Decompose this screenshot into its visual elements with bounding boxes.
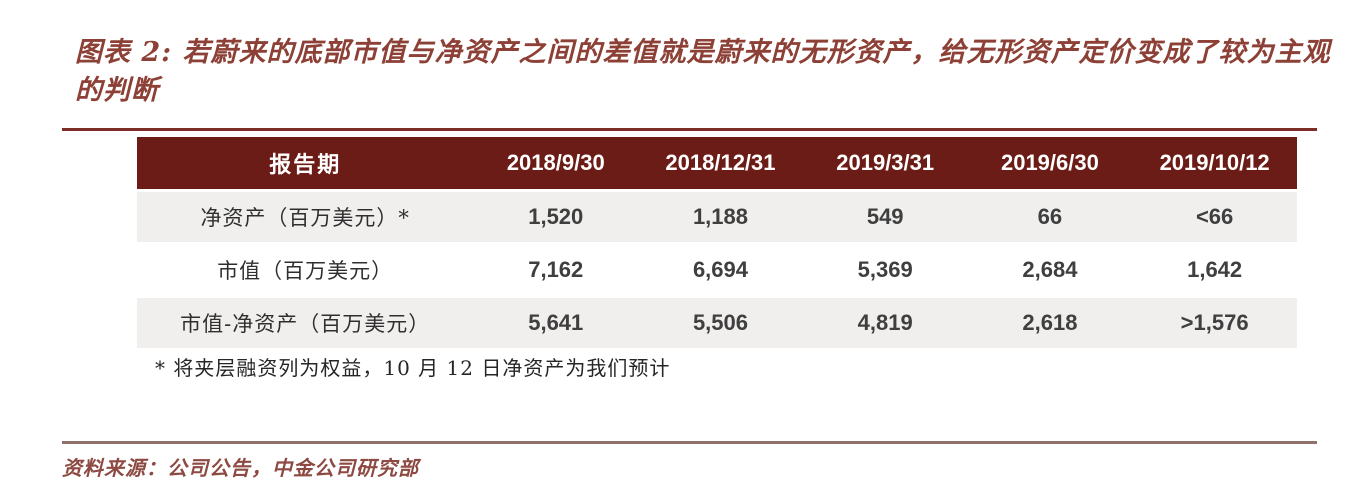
cell-value: 2,684 [1022,257,1078,282]
financial-table: 报告期 2018/9/30 2018/12/31 2019/3/31 2019/… [137,137,1297,348]
cell-value: 1,188 [692,204,748,229]
figure-title: 图表 2: 若蔚来的底部市值与净资产之间的差值就是蔚来的无形资产，给无形资产定价… [75,37,1331,106]
source-note: 资料来源：公司公告，中金公司研究部 [62,456,419,480]
cell-value: >1,576 [1180,310,1249,335]
header-cell-date-3: 2019/3/31 [836,150,935,175]
header-cell-date-1: 2018/9/30 [506,150,605,175]
cell-value: 66 [1037,204,1063,229]
header-cell-date-5: 2019/10/12 [1159,150,1270,175]
cell-value: 1,520 [528,204,584,229]
title-divider [62,128,1317,131]
cell-value: 549 [866,204,904,229]
table-row-market-cap: 市值（百万美元） 7,162 6,694 5,369 2,684 1,642 [137,245,1297,295]
row-label: 市值-净资产（百万美元） [180,312,431,336]
header-cell-date-2: 2018/12/31 [665,150,776,175]
cell-value: 2,618 [1022,310,1078,335]
cell-value: 6,694 [692,257,748,282]
table-row-net-assets: 净资产（百万美元）* 1,520 1,188 549 66 <66 [137,192,1297,242]
source-divider [62,441,1317,444]
table-footnote: * 将夹层融资列为权益，10 月 12 日净资产为我们预计 [155,356,671,380]
table-row-cap-minus-assets: 市值-净资产（百万美元） 5,641 5,506 4,819 2,618 >1,… [137,298,1297,348]
cell-value: 5,369 [857,257,913,282]
cell-value: 4,819 [857,310,913,335]
cell-value: 1,642 [1187,257,1243,282]
cell-value: 5,506 [692,310,748,335]
cell-value: 5,641 [528,310,584,335]
table-header-row: 报告期 2018/9/30 2018/12/31 2019/3/31 2019/… [137,137,1297,189]
cell-value: <66 [1195,204,1234,229]
cell-value: 7,162 [528,257,584,282]
row-label: 净资产（百万美元）* [200,206,410,230]
header-cell-report-period: 报告期 [269,152,342,177]
row-label: 市值（百万美元） [217,259,394,283]
header-cell-date-4: 2019/6/30 [1000,150,1099,175]
